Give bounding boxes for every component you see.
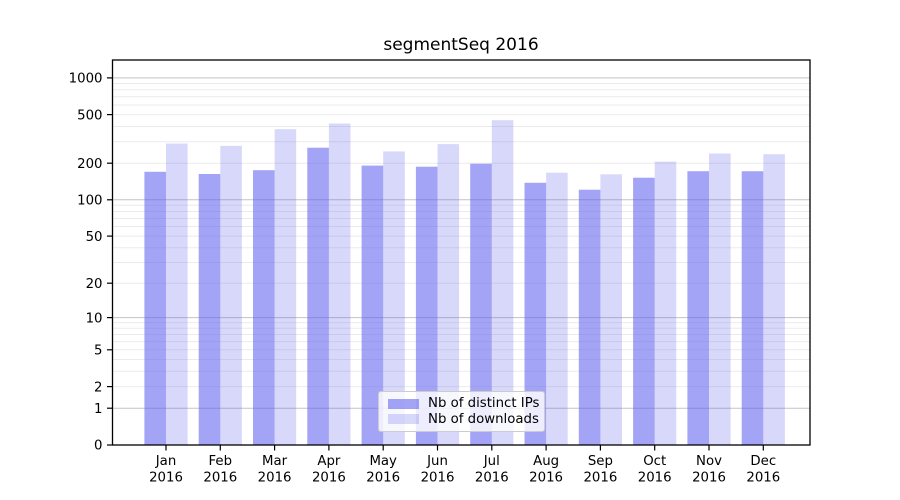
x-tick-label-year: 2016 — [258, 471, 292, 486]
bar-aug-ips — [524, 182, 547, 446]
bar-apr-ips — [307, 147, 329, 445]
bar-mar-downloads — [274, 129, 297, 445]
bar-dec-downloads — [763, 154, 785, 445]
bar-jan-downloads — [166, 143, 188, 445]
legend-item-downloads: Nb of downloads — [388, 412, 539, 426]
y-tick-label: 20 — [86, 277, 103, 292]
bar-sep-downloads — [600, 174, 622, 446]
x-tick-label-year: 2016 — [149, 471, 183, 486]
x-tick-label-month: Feb — [209, 454, 233, 469]
x-tick-label-month: Jan — [155, 454, 177, 469]
y-tick-label: 100 — [77, 193, 102, 208]
plot-spines — [111, 59, 811, 446]
x-tick-label-year: 2016 — [475, 471, 509, 486]
y-tick-label: 1 — [94, 402, 102, 417]
bar-jan-ips — [144, 171, 166, 446]
bar-sep-ips — [578, 189, 601, 445]
bar-jul-ips — [470, 163, 492, 445]
legend-swatch-distinct-ips — [388, 398, 419, 409]
bar-aug-downloads — [546, 172, 568, 445]
bar-jul-downloads — [491, 120, 514, 445]
bar-may-ips — [361, 165, 384, 445]
x-tick-label-year: 2016 — [421, 471, 455, 486]
y-tick-label: 50 — [86, 230, 103, 245]
bar-oct-downloads — [654, 161, 677, 445]
x-tick-label-year: 2016 — [312, 471, 346, 486]
x-tick-label-month: Mar — [262, 454, 288, 469]
y-tick-label: 10 — [86, 311, 103, 326]
x-tick-label-month: Jun — [426, 454, 448, 469]
bar-nov-ips — [687, 171, 709, 445]
legend: Nb of distinct IPs Nb of downloads — [378, 391, 545, 432]
bar-feb-downloads — [220, 145, 242, 445]
y-tick-label: 2 — [94, 380, 102, 395]
legend-label-distinct-ips: Nb of distinct IPs — [428, 396, 540, 412]
y-tick-label: 0 — [94, 439, 102, 454]
bar-dec-ips — [741, 171, 764, 445]
x-tick-label-year: 2016 — [583, 471, 617, 486]
y-tick-label: 200 — [77, 157, 102, 172]
y-tick-label: 500 — [77, 108, 102, 123]
bar-oct-ips — [633, 177, 655, 445]
x-tick-label-month: Aug — [533, 454, 559, 469]
x-tick-label-year: 2016 — [366, 471, 400, 486]
y-tick-label: 5 — [94, 343, 102, 358]
x-tick-label-month: May — [369, 454, 397, 469]
x-tick-label-year: 2016 — [203, 471, 237, 486]
x-tick-label-month: Oct — [643, 454, 666, 469]
chart-title: segmentSeq 2016 — [383, 35, 539, 55]
legend-label-downloads: Nb of downloads — [428, 411, 539, 427]
bar-may-downloads — [383, 151, 405, 445]
x-tick-label-month: Dec — [750, 454, 776, 469]
bar-nov-downloads — [709, 153, 731, 445]
x-tick-label-month: Nov — [696, 454, 722, 469]
legend-item-distinct-ips: Nb of distinct IPs — [388, 397, 539, 410]
y-tick-label: 1000 — [69, 72, 103, 87]
x-tick-label-year: 2016 — [638, 471, 672, 486]
bar-feb-ips — [198, 174, 221, 445]
bar-mar-ips — [253, 170, 275, 445]
x-tick-label-month: Apr — [317, 454, 341, 469]
bar-apr-downloads — [328, 123, 351, 445]
x-tick-label-year: 2016 — [529, 471, 563, 486]
x-tick-label-month: Sep — [588, 454, 613, 469]
bar-jun-downloads — [437, 144, 460, 445]
x-tick-label-year: 2016 — [746, 471, 780, 486]
x-tick-label-year: 2016 — [692, 471, 726, 486]
legend-swatch-downloads — [388, 414, 419, 425]
bar-jun-ips — [415, 166, 438, 445]
x-tick-label-month: Jul — [483, 454, 500, 469]
